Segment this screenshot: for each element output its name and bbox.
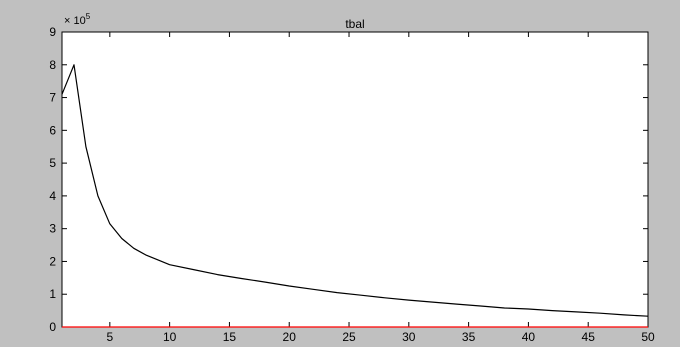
x-tick-label: 40 bbox=[522, 330, 536, 344]
y-tick-label: 5 bbox=[49, 156, 56, 170]
y-exponent-label: × 105 bbox=[64, 12, 91, 27]
x-tick-label: 25 bbox=[342, 330, 356, 344]
y-tick-label: 2 bbox=[49, 254, 56, 268]
x-tick-label: 20 bbox=[283, 330, 297, 344]
y-tick-label: 7 bbox=[49, 91, 56, 105]
y-tick-label: 6 bbox=[49, 123, 56, 137]
y-exponent-base: × 10 bbox=[64, 15, 86, 27]
axes-area bbox=[61, 31, 649, 328]
x-tick-label: 50 bbox=[641, 330, 655, 344]
x-tick-label: 45 bbox=[582, 330, 596, 344]
x-tick-label: 10 bbox=[163, 330, 177, 344]
series-lines bbox=[61, 64, 649, 328]
y-exponent-power: 5 bbox=[86, 12, 91, 21]
y-tick-label: 3 bbox=[49, 222, 56, 236]
y-tick-label: 8 bbox=[49, 58, 56, 72]
y-tick-label: 4 bbox=[49, 189, 56, 203]
chart-title: tbal bbox=[345, 17, 364, 31]
x-tick-label: 35 bbox=[462, 330, 476, 344]
y-tick-label: 9 bbox=[49, 25, 56, 39]
y-tick-label: 0 bbox=[49, 320, 56, 334]
x-tick-label: 30 bbox=[402, 330, 416, 344]
y-tick-label: 1 bbox=[49, 287, 56, 301]
x-tick-label: 15 bbox=[223, 330, 237, 344]
series-line-tbal bbox=[61, 64, 649, 317]
x-tick-label: 5 bbox=[106, 330, 113, 344]
